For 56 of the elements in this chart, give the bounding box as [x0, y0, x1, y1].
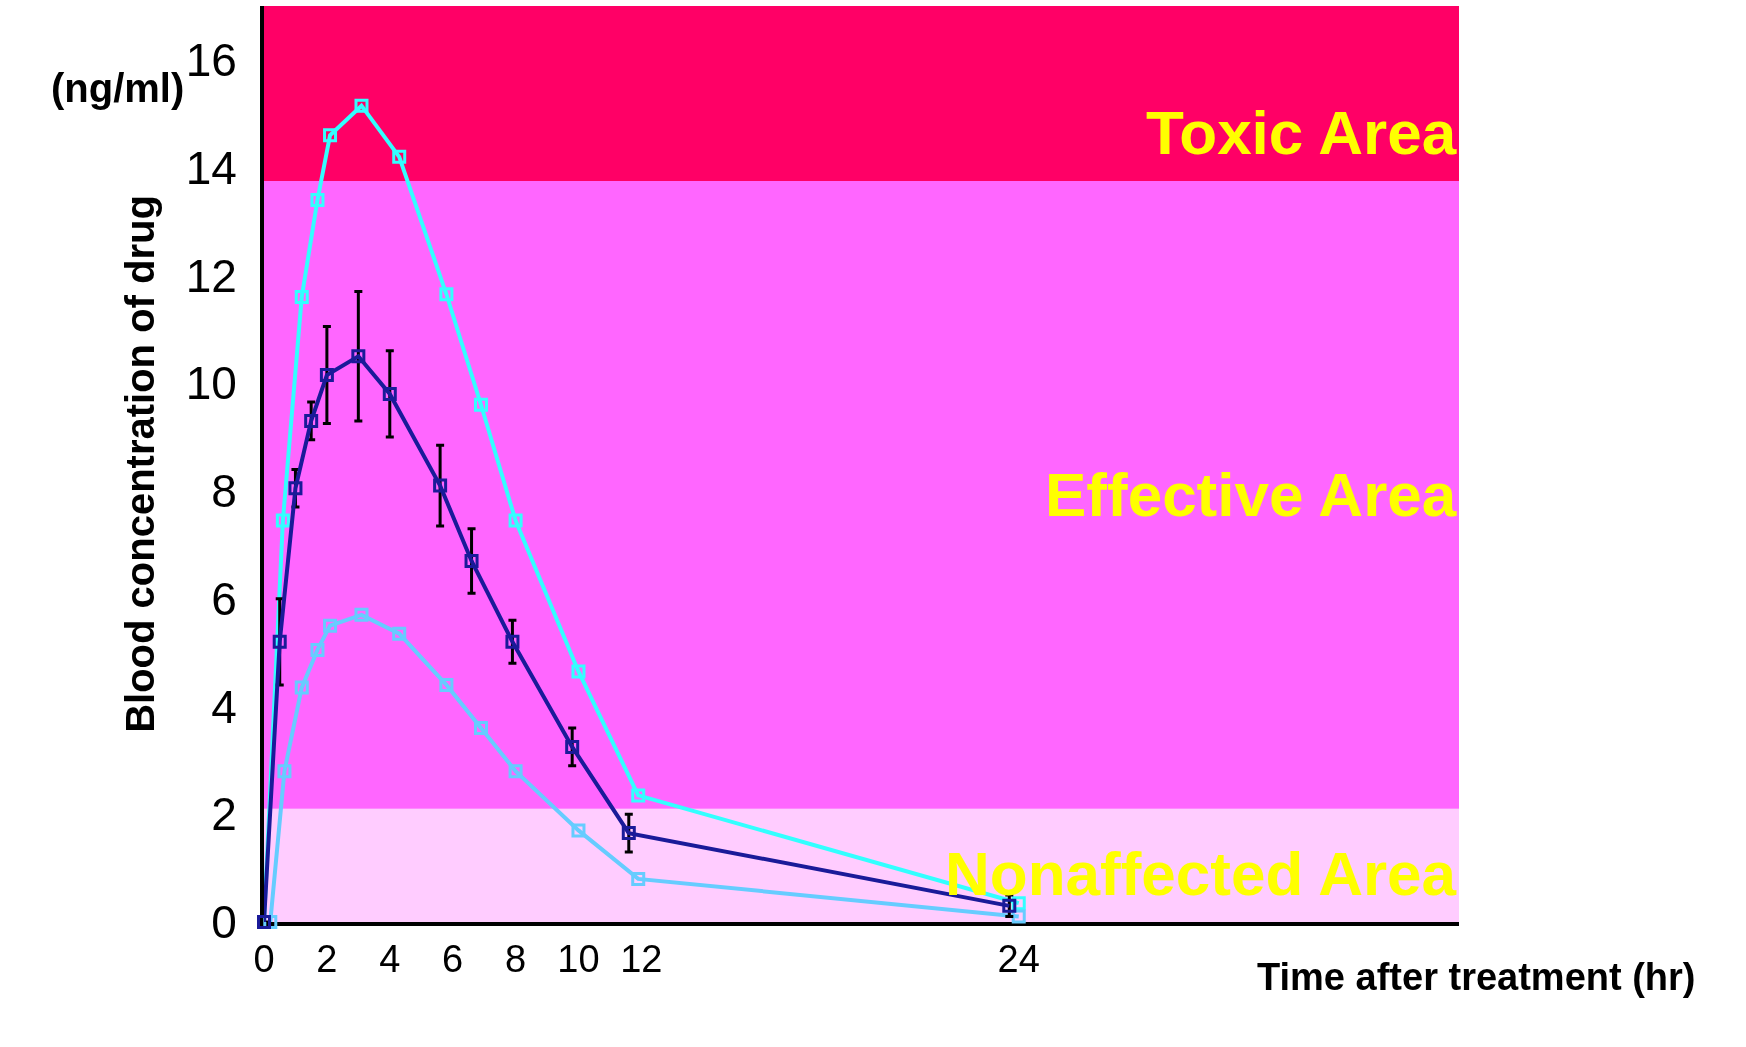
point	[275, 513, 290, 528]
point	[319, 368, 334, 383]
y-tick-label: 16	[185, 33, 237, 86]
y-axis-title: Blood concentration of drug	[117, 195, 162, 733]
x-tick-label: 2	[316, 937, 338, 980]
point	[351, 349, 366, 364]
x-tick-label: 0	[253, 937, 275, 980]
point	[310, 642, 325, 657]
point	[473, 721, 488, 736]
x-axis-title: Time after treatment (hr)	[1257, 956, 1696, 998]
point	[354, 607, 369, 622]
point	[354, 98, 369, 113]
point	[1002, 898, 1017, 913]
point	[631, 871, 646, 886]
point	[304, 413, 319, 428]
x-tick-label: 24	[997, 937, 1040, 980]
point	[323, 128, 338, 143]
point	[473, 397, 488, 412]
point	[382, 386, 397, 401]
point	[439, 287, 454, 302]
point	[294, 680, 309, 695]
point	[621, 826, 636, 841]
x-tick-label: 10	[557, 937, 600, 980]
point	[392, 149, 407, 164]
point	[294, 289, 309, 304]
point	[505, 634, 520, 649]
y-tick-label: 14	[185, 141, 237, 194]
band-label: Toxic Area	[1146, 98, 1457, 167]
point	[433, 478, 448, 493]
x-tick-label: 6	[442, 937, 464, 980]
band-label: Nonaffected Area	[945, 839, 1457, 908]
y-tick-label: 4	[211, 680, 237, 733]
point	[464, 553, 479, 568]
band-label: Effective Area	[1045, 460, 1457, 529]
y-tick-label: 8	[211, 465, 237, 518]
point	[508, 764, 523, 779]
point	[439, 677, 454, 692]
point	[565, 739, 580, 754]
point	[310, 192, 325, 207]
point	[571, 823, 586, 838]
text: (ng/ml)	[51, 66, 185, 110]
x-tick-label: 8	[505, 937, 527, 980]
point	[571, 664, 586, 679]
point	[631, 788, 646, 803]
point	[277, 764, 292, 779]
y-tick-label: 2	[211, 788, 237, 841]
point	[272, 634, 287, 649]
y-tick-label: 12	[185, 249, 237, 302]
point	[508, 513, 523, 528]
y-tick-label: 10	[185, 357, 237, 410]
x-tick-label: 4	[379, 937, 401, 980]
y-tick-label: 6	[211, 572, 237, 625]
x-tick-label: 12	[620, 937, 663, 980]
point	[392, 626, 407, 641]
point	[323, 618, 338, 633]
point	[288, 481, 303, 496]
